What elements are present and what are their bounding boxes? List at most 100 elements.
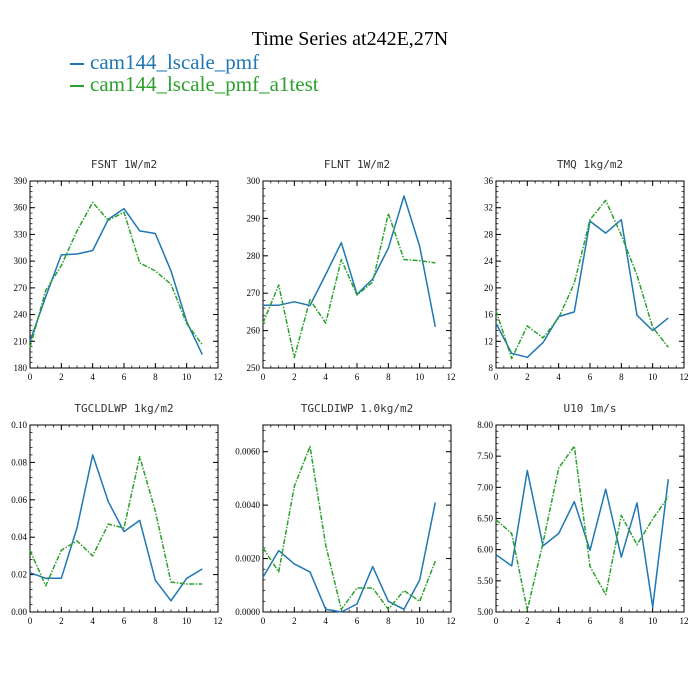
panel-title: TGCLDIWP 1.0kg/m2 (301, 402, 414, 415)
chart-panel: FSNT 1W/m2 0 2 4 6 8 10 12 180 210 240 270 300 330 360… (14, 158, 223, 382)
x-tick-label: 0 (261, 616, 266, 626)
legend-item: cam144_lscale_pmf_a1test (70, 72, 319, 97)
plot-frame (495, 180, 685, 369)
series-line (29, 207, 203, 355)
y-tick-label: 6.50 (477, 514, 493, 524)
x-tick-label: 0 (28, 372, 33, 382)
series-line (495, 199, 669, 360)
figure-title: Time Series at242E,27N (251, 28, 449, 50)
series-line (29, 454, 203, 602)
x-tick-label: 0 (494, 616, 499, 626)
x-tick-label: 10 (415, 372, 425, 382)
x-tick-label: 12 (214, 372, 223, 382)
x-tick-label: 6 (122, 372, 127, 382)
y-tick-label: 5.00 (477, 607, 493, 617)
y-tick-label: 16 (484, 310, 494, 320)
x-tick-label: 8 (619, 372, 624, 382)
series-line (495, 218, 669, 359)
legend-label: cam144_lscale_pmf_a1test (90, 72, 319, 96)
x-tick-label: 10 (415, 616, 425, 626)
x-tick-label: 4 (323, 372, 328, 382)
y-tick-label: 28 (484, 229, 494, 239)
x-tick-label: 8 (153, 372, 158, 382)
x-tick-label: 4 (323, 616, 328, 626)
x-tick-label: 2 (525, 616, 530, 626)
y-tick-label: 180 (14, 363, 28, 373)
x-tick-label: 12 (214, 616, 223, 626)
x-tick-label: 6 (355, 372, 360, 382)
y-tick-label: 360 (14, 203, 28, 213)
y-tick-label: 0.04 (11, 532, 27, 542)
x-tick-label: 12 (680, 372, 689, 382)
panel-title: TGCLDLWP 1kg/m2 (74, 402, 173, 415)
legend-label: cam144_lscale_pmf (90, 50, 260, 74)
x-tick-label: 2 (59, 372, 64, 382)
y-tick-label: 300 (247, 176, 261, 186)
series-line (495, 445, 669, 611)
series-line (29, 201, 203, 348)
x-tick-label: 6 (588, 616, 593, 626)
x-tick-label: 2 (292, 616, 297, 626)
chart-panel: TGCLDIWP 1.0kg/m2 0 2 4 6 8 10 12 0.0000 0.0020 0.… (235, 402, 455, 626)
x-tick-label: 10 (648, 372, 658, 382)
x-tick-label: 4 (556, 372, 561, 382)
y-tick-label: 6.00 (477, 545, 493, 555)
y-tick-label: 390 (14, 176, 28, 186)
y-tick-label: 32 (484, 203, 493, 213)
y-tick-label: 7.00 (477, 482, 493, 492)
x-tick-label: 8 (386, 372, 391, 382)
y-tick-label: 8.00 (477, 420, 493, 430)
x-tick-label: 6 (588, 372, 593, 382)
panel-title: FLNT 1W/m2 (324, 158, 390, 171)
y-tick-label: 5.50 (477, 576, 493, 586)
x-tick-label: 2 (525, 372, 530, 382)
x-tick-label: 4 (90, 372, 95, 382)
y-tick-label: 7.50 (477, 451, 493, 461)
chart-panel: U10 1m/s 0 2 4 6 8 10 12 5.00 5.50 6.00 6.50 7.00 7.5… (477, 402, 688, 626)
x-tick-label: 8 (619, 616, 624, 626)
y-tick-label: 0.0020 (235, 554, 260, 564)
legend-item: cam144_lscale_pmf (70, 50, 259, 75)
x-tick-label: 8 (153, 616, 158, 626)
y-tick-label: 8 (489, 363, 494, 373)
y-tick-label: 0.0040 (235, 500, 260, 510)
x-tick-label: 6 (355, 616, 360, 626)
x-tick-label: 0 (28, 616, 33, 626)
y-tick-label: 12 (484, 336, 493, 346)
series-line (263, 195, 437, 328)
x-tick-label: 10 (182, 616, 192, 626)
series-line (262, 212, 436, 359)
y-tick-label: 36 (484, 176, 494, 186)
y-tick-label: 0.10 (11, 420, 27, 430)
y-tick-label: 240 (14, 310, 28, 320)
chart-panel: TGCLDLWP 1kg/m2 0 2 4 6 8 10 12 0.00 0.02 0.04 0.06… (11, 402, 222, 626)
panel-title: TMQ 1kg/m2 (557, 158, 623, 171)
x-tick-label: 2 (292, 372, 297, 382)
y-tick-label: 0.00 (11, 607, 27, 617)
y-tick-label: 20 (484, 283, 494, 293)
y-tick-label: 0.02 (11, 570, 27, 580)
y-tick-label: 250 (247, 363, 261, 373)
x-tick-label: 8 (386, 616, 391, 626)
y-tick-label: 270 (14, 283, 28, 293)
legend-line-swatch (70, 63, 84, 66)
series-line (262, 445, 436, 611)
series-line (262, 502, 437, 613)
x-tick-label: 10 (182, 372, 192, 382)
x-tick-label: 4 (556, 616, 561, 626)
y-tick-label: 290 (247, 213, 261, 223)
plot-frame (262, 424, 452, 613)
series-line (29, 456, 203, 587)
x-tick-label: 6 (122, 616, 127, 626)
x-tick-label: 0 (494, 372, 499, 382)
panel-title: U10 1m/s (564, 402, 617, 415)
x-tick-label: 2 (59, 616, 64, 626)
y-tick-label: 330 (14, 229, 28, 239)
y-tick-label: 210 (14, 336, 28, 346)
x-tick-label: 4 (90, 616, 95, 626)
y-tick-label: 260 (247, 326, 261, 336)
y-tick-label: 0.08 (11, 457, 27, 467)
chart-panel: FLNT 1W/m2 0 2 4 6 8 10 12 250 260 270 280 290 300 (247, 158, 456, 382)
